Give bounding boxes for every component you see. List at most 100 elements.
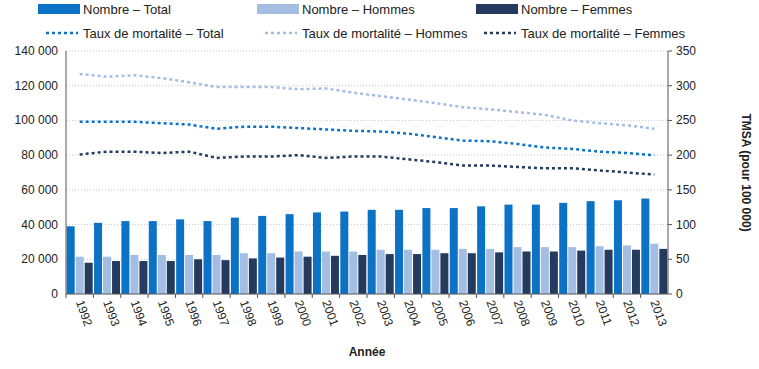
x-tick — [230, 294, 231, 298]
bar — [641, 199, 649, 294]
x-tick — [120, 294, 121, 298]
legend-label: Taux de mortalité – Total — [83, 26, 224, 41]
bar — [313, 212, 321, 294]
bar — [459, 249, 467, 294]
bar — [231, 218, 239, 294]
bar — [614, 200, 622, 294]
bar — [85, 263, 93, 294]
bar — [486, 249, 494, 294]
bar — [523, 251, 531, 294]
x-tick-label: 2005 — [429, 298, 451, 328]
bar — [368, 210, 376, 294]
bar — [477, 206, 485, 294]
bar — [568, 247, 576, 294]
x-tick-label: 2003 — [374, 298, 396, 328]
bar — [331, 256, 339, 294]
legend-swatch — [476, 4, 518, 14]
bar — [386, 254, 394, 294]
legend-swatch — [46, 32, 78, 35]
bar — [541, 247, 549, 294]
y-tick-label: 140 000 — [15, 44, 59, 58]
x-tick-label: 1994 — [128, 298, 150, 328]
bar — [340, 212, 348, 294]
bar — [139, 261, 147, 294]
bar — [158, 255, 166, 294]
line — [80, 74, 655, 129]
bar — [532, 205, 540, 294]
y-tick-label: 60 000 — [21, 183, 58, 197]
x-tick — [175, 294, 176, 298]
bar — [514, 247, 522, 294]
bar — [413, 254, 421, 294]
x-tick-label: 2012 — [620, 298, 642, 328]
x-tick-label: 2007 — [483, 298, 505, 328]
bar — [249, 258, 257, 294]
grid-line — [66, 51, 668, 52]
x-tick-label: 2006 — [456, 298, 478, 328]
x-tick — [284, 294, 285, 298]
x-tick — [640, 294, 641, 298]
legend-swatch — [265, 32, 297, 35]
y2-tick — [668, 294, 672, 295]
bar — [76, 257, 84, 294]
y-tick-label: 80 000 — [21, 148, 58, 162]
x-tick-label: 2001 — [319, 298, 341, 328]
y-tick-label: 40 000 — [21, 218, 58, 232]
x-tick-label: 1999 — [264, 298, 286, 328]
line — [80, 152, 655, 175]
bar — [422, 208, 430, 294]
bar — [577, 251, 585, 294]
y2-tick — [668, 189, 672, 190]
x-tick-label: 1996 — [182, 298, 204, 328]
x-tick — [421, 294, 422, 298]
bar — [431, 250, 439, 294]
y2-tick-label: 0 — [676, 287, 683, 301]
bar — [505, 205, 513, 294]
legend-swatch — [38, 4, 80, 14]
x-tick — [257, 294, 258, 298]
x-tick — [202, 294, 203, 298]
bar — [112, 261, 120, 294]
x-tick — [476, 294, 477, 298]
x-tick — [531, 294, 532, 298]
legend-label: Nombre – Total — [83, 2, 171, 17]
legend-label: Nombre – Hommes — [302, 2, 415, 17]
legend-label: Taux de mortalité – Hommes — [302, 26, 468, 41]
legend-swatch — [484, 32, 516, 35]
bar — [167, 261, 175, 294]
bar — [213, 255, 221, 294]
y2-tick — [668, 259, 672, 260]
bar — [204, 221, 212, 294]
bar — [559, 203, 567, 294]
bar — [176, 219, 184, 294]
bar — [67, 226, 75, 294]
bar — [276, 258, 284, 294]
x-tick — [503, 294, 504, 298]
x-tick-label: 1993 — [100, 298, 122, 328]
x-tick — [148, 294, 149, 298]
plot-area — [67, 74, 668, 294]
y2-tick-label: 250 — [676, 113, 696, 127]
bar — [130, 255, 138, 294]
bar — [185, 255, 193, 294]
y2-tick — [668, 85, 672, 86]
y-axis — [66, 51, 67, 294]
bar — [258, 216, 266, 294]
grid-line — [66, 189, 668, 190]
x-tick — [66, 294, 67, 298]
bar — [377, 250, 385, 294]
legend-label: Taux de mortalité – Femmes — [521, 26, 686, 41]
x-tick — [613, 294, 614, 298]
x-tick-label: 2009 — [538, 298, 560, 328]
bar — [240, 253, 248, 294]
x-axis-title: Année — [349, 345, 386, 359]
bar — [596, 246, 604, 294]
x-tick-label: 1998 — [237, 298, 259, 328]
bar — [286, 214, 294, 294]
x-tick — [93, 294, 94, 298]
x-tick-label: 2013 — [647, 298, 669, 328]
y2-tick-label: 350 — [676, 44, 696, 58]
x-tick — [449, 294, 450, 298]
bar — [267, 253, 275, 294]
y2-tick-label: 150 — [676, 183, 696, 197]
